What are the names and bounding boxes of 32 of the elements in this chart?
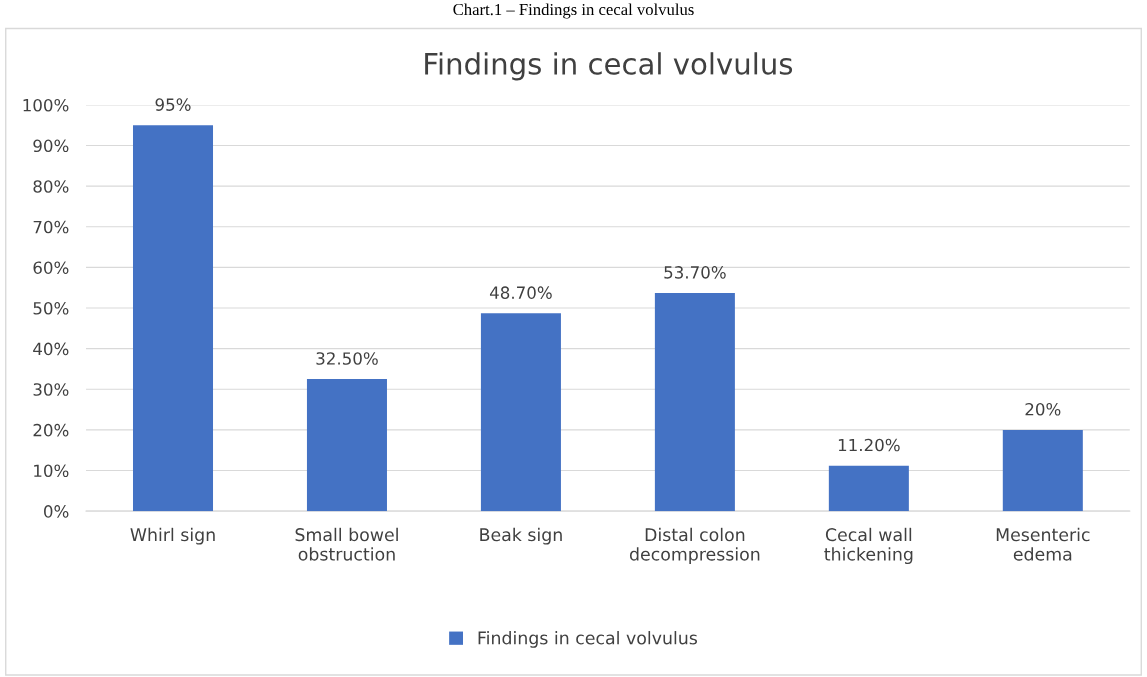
y-tick-label: 70%	[33, 220, 69, 234]
y-tick-label: 60%	[33, 261, 69, 274]
bar	[306, 379, 387, 512]
y-tick-label: 80%	[33, 180, 69, 193]
y-tick-label: 90%	[33, 139, 69, 153]
x-tick-label: Distal colon decompression	[629, 527, 760, 565]
bar	[132, 125, 214, 512]
x-tick-label: Whirl sign	[130, 527, 215, 545]
bar	[1002, 429, 1083, 512]
data-label: 95%	[155, 98, 191, 111]
data-label: 48.70%	[489, 286, 552, 299]
legend-label: Findings in cecal volvulus	[478, 631, 698, 648]
y-tick-label: 20%	[33, 423, 69, 437]
y-tick-label: 0%	[44, 505, 69, 518]
bar	[828, 465, 909, 512]
y-tick-label: 10%	[34, 464, 69, 478]
data-label: 11.20%	[838, 438, 900, 452]
data-label: 53.70%	[664, 266, 726, 279]
data-label: 20%	[1025, 402, 1061, 416]
x-tick-label: Small bowel obstruction	[295, 527, 398, 561]
data-label: 32.50%	[316, 352, 378, 365]
y-tick-label: 30%	[33, 383, 69, 396]
x-tick-label: Cecal wall thickening	[824, 527, 913, 565]
y-tick-label: 40%	[33, 342, 69, 356]
bar	[480, 313, 561, 512]
chart-title: Findings in cecal volvulus	[425, 52, 793, 81]
bar	[654, 293, 735, 512]
text: Chart.1 – Findings in cecal volvulus	[453, 3, 694, 19]
x-tick-label: Beak sign	[480, 527, 562, 545]
y-tick-label: 100%	[23, 98, 69, 112]
x-tick-label: Mesenteric edema	[996, 527, 1090, 561]
y-tick-label: 50%	[33, 302, 69, 315]
